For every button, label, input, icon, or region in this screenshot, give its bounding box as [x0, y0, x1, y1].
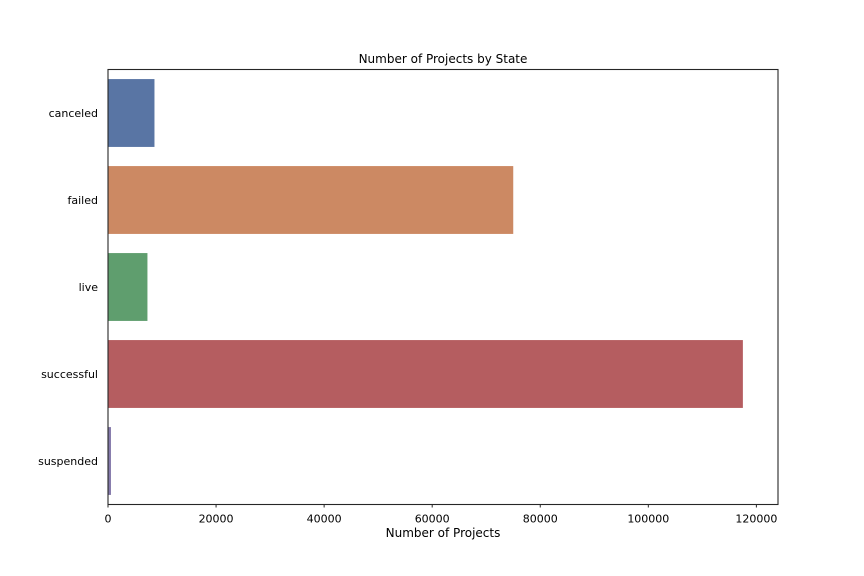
bar-canceled	[108, 79, 155, 147]
plot-frame	[107, 68, 779, 506]
bars-group	[108, 79, 743, 495]
bar-failed	[108, 166, 514, 234]
x-tick-label: 80000	[523, 513, 558, 526]
x-ticks: 0 20000 40000 60000 80000 100000 120000	[105, 504, 777, 526]
y-tick-label-canceled: canceled	[49, 107, 98, 120]
x-axis-label: Number of Projects	[386, 526, 501, 540]
bar-live	[108, 253, 148, 321]
x-tick-label: 0	[105, 513, 112, 526]
chart-title: Number of Projects by State	[359, 52, 528, 66]
x-tick-label: 60000	[415, 513, 450, 526]
y-tick-label-suspended: suspended	[38, 455, 98, 468]
x-tick-label: 20000	[199, 513, 234, 526]
y-tick-label-live: live	[79, 281, 99, 294]
x-tick-label: 120000	[735, 513, 777, 526]
x-tick-label: 40000	[307, 513, 342, 526]
bar-suspended	[108, 427, 111, 495]
x-tick-label: 100000	[627, 513, 669, 526]
y-tick-label-successful: successful	[41, 368, 98, 381]
y-tick-label-failed: failed	[68, 194, 98, 207]
y-tick-labels: canceled failed live successful suspended	[38, 107, 98, 468]
bar-successful	[108, 340, 743, 408]
